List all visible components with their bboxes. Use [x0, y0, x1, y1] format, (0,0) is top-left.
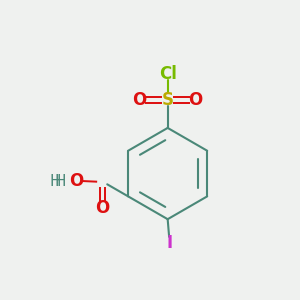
Text: I: I — [166, 234, 172, 252]
Text: O: O — [188, 91, 203, 109]
Text: O: O — [95, 199, 110, 217]
Text: Cl: Cl — [159, 65, 177, 83]
Text: O: O — [133, 91, 147, 109]
Text: H: H — [50, 174, 62, 189]
Text: H: H — [55, 174, 66, 189]
Text: O: O — [70, 172, 84, 190]
Text: S: S — [162, 91, 174, 109]
